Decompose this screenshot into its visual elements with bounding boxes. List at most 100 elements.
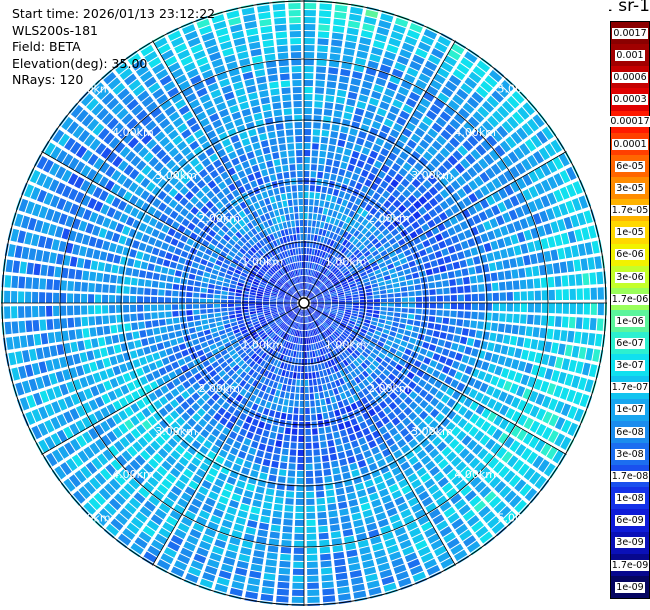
range-bin xyxy=(96,326,104,336)
range-bin xyxy=(308,292,313,298)
range-bin xyxy=(274,17,287,25)
range-bin xyxy=(278,223,284,230)
range-bin xyxy=(366,580,380,589)
range-bin xyxy=(304,386,309,393)
range-bin xyxy=(216,220,224,229)
range-bin xyxy=(346,275,353,281)
range-bin xyxy=(207,558,220,569)
range-bin xyxy=(131,322,139,331)
range-bin xyxy=(279,73,290,81)
range-bin xyxy=(298,337,301,344)
range-bin xyxy=(373,306,380,311)
range-bin xyxy=(300,290,303,297)
range-bin xyxy=(567,405,578,420)
range-bin xyxy=(119,213,129,224)
range-bin xyxy=(191,216,200,225)
range-bin xyxy=(260,96,270,105)
range-bin xyxy=(397,270,405,277)
range-bin xyxy=(272,102,282,110)
range-bin xyxy=(192,338,200,346)
range-bin xyxy=(353,340,360,346)
range-bin xyxy=(49,179,60,192)
range-bin xyxy=(315,399,321,407)
range-bin xyxy=(46,292,53,303)
range-bin xyxy=(273,367,279,374)
range-bin xyxy=(361,185,369,194)
range-bin xyxy=(300,330,303,337)
range-bin xyxy=(111,169,122,182)
range-bin xyxy=(287,311,294,316)
range-bin xyxy=(43,192,54,206)
range-bin xyxy=(232,189,240,198)
range-bin xyxy=(355,430,364,439)
range-bin xyxy=(111,102,124,115)
range-bin xyxy=(196,18,210,29)
range-bin xyxy=(343,478,353,487)
range-bin xyxy=(444,341,452,349)
range-bin xyxy=(277,320,284,326)
range-bin xyxy=(457,303,464,310)
range-bin xyxy=(230,338,238,345)
range-bin xyxy=(271,257,277,264)
range-bin xyxy=(264,53,276,62)
range-bin xyxy=(291,263,295,270)
range-bin xyxy=(304,220,308,227)
range-bin xyxy=(270,298,277,301)
range-bin xyxy=(398,577,412,588)
range-bin xyxy=(464,490,477,502)
range-bin xyxy=(214,175,223,185)
range-bin xyxy=(341,522,352,530)
range-bin xyxy=(312,270,316,277)
range-bin xyxy=(400,428,410,437)
range-bin xyxy=(491,191,502,203)
range-bin xyxy=(386,364,394,372)
range-bin xyxy=(346,251,353,258)
range-bin xyxy=(467,377,476,387)
range-bin xyxy=(338,501,348,510)
range-bin xyxy=(328,274,335,280)
range-bin xyxy=(291,336,295,343)
range-bin xyxy=(219,526,231,536)
range-bin xyxy=(284,250,289,258)
range-bin xyxy=(278,59,289,67)
range-bin xyxy=(271,217,278,225)
range-bin xyxy=(364,348,372,355)
range-bin xyxy=(575,317,583,329)
range-bin xyxy=(270,388,276,396)
range-bin xyxy=(277,299,284,301)
range-bin xyxy=(317,304,324,306)
range-bin xyxy=(275,440,283,448)
range-bin xyxy=(258,133,268,141)
range-bin xyxy=(78,486,91,500)
range-bin xyxy=(354,526,366,535)
range-bin xyxy=(138,242,147,252)
range-bin xyxy=(110,518,124,531)
range-bin xyxy=(45,452,58,467)
range-bin xyxy=(164,142,175,153)
range-bin xyxy=(281,324,287,330)
range-bin xyxy=(272,287,279,292)
range-bin xyxy=(324,306,331,309)
range-bin xyxy=(283,266,288,273)
range-bin xyxy=(297,241,301,248)
range-bin xyxy=(516,127,528,141)
range-bin xyxy=(21,380,32,394)
range-bin xyxy=(376,258,384,265)
range-bin xyxy=(183,451,193,461)
range-bin xyxy=(368,492,379,502)
range-bin xyxy=(102,449,114,461)
range-bin xyxy=(211,269,219,275)
range-bin xyxy=(236,265,243,272)
range-bin xyxy=(266,160,274,168)
range-bin xyxy=(312,136,320,143)
range-bin xyxy=(307,575,319,582)
range-bin xyxy=(349,345,356,352)
range-bin xyxy=(408,455,419,466)
range-bin xyxy=(317,518,328,526)
range-bin xyxy=(298,442,304,449)
range-bin xyxy=(244,266,251,272)
range-bin xyxy=(523,417,534,430)
range-bin xyxy=(334,282,341,287)
range-bin xyxy=(236,368,244,376)
range-bin xyxy=(411,178,421,188)
